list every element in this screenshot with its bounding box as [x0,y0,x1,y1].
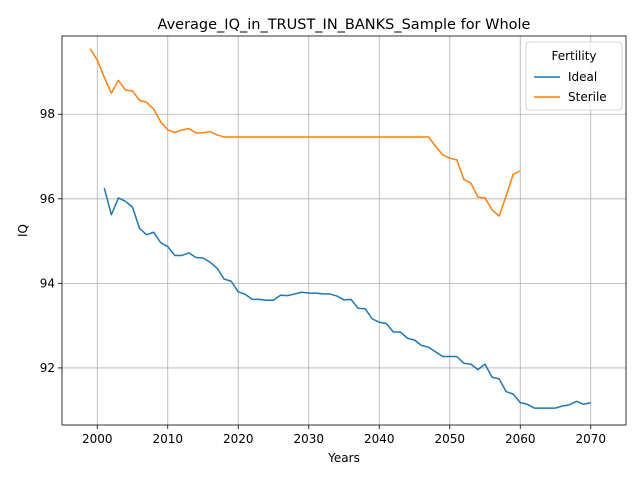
plot-frame [61,35,627,426]
x-tick-label: 2050 [434,432,465,446]
legend-box [525,41,623,111]
y-tick-label: 96 [40,192,55,206]
series-line-ideal [103,188,591,409]
legend-title: Fertility [551,49,596,63]
y-tick-label: 98 [40,107,55,121]
y-tick-label: 92 [40,361,55,375]
axis-ticks: 2000 2010 2020 2030 2040 2050 2060 2070 92 94 96 98 [40,107,606,446]
legend: Fertility Ideal Sterile [525,41,623,111]
x-tick-label: 2060 [505,432,536,446]
y-tick-label: 94 [40,276,55,290]
legend-label-ideal: Ideal [568,70,597,84]
y-axis-label: IQ [16,224,30,237]
x-axis-label: Years [327,451,360,465]
x-tick-label: 2010 [152,432,183,446]
legend-label-sterile: Sterile [568,90,607,104]
x-tick-label: 2070 [575,432,606,446]
x-tick-label: 2020 [223,432,254,446]
x-tick-label: 2030 [293,432,324,446]
x-tick-label: 2040 [364,432,395,446]
series-line-sterile [89,48,521,217]
x-tick-label: 2000 [82,432,113,446]
series-layer [89,48,591,409]
chart-title: Average_IQ_in_TRUST_IN_BANKS_Sample for … [158,17,531,33]
